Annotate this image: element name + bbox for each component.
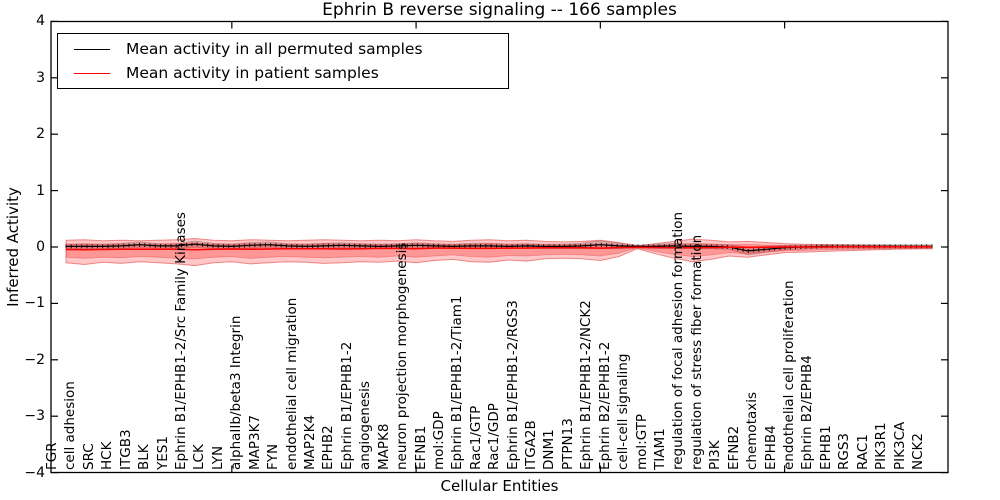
x-tick-label: regulation of stress fiber formation xyxy=(688,234,705,470)
x-tick-label: PI3K xyxy=(707,440,724,470)
x-tick-label: PTPN13 xyxy=(559,418,576,470)
x-tick-label: MAP2K4 xyxy=(301,414,318,470)
x-tick-label: MAPK8 xyxy=(375,423,392,470)
y-tick-label: 0 xyxy=(36,239,45,255)
x-tick-label: RAC1 xyxy=(854,434,871,470)
x-tick-label: Ephrin B2/EPHB4 xyxy=(799,355,816,470)
x-tick-label: HCK xyxy=(99,441,116,470)
x-tick-label: FGR xyxy=(44,442,60,470)
x-tick-label: ITGB3 xyxy=(117,429,134,470)
x-tick-label: mol:GDP xyxy=(430,411,447,470)
y-tick-label: −3 xyxy=(24,408,45,425)
x-tick-label: mol:GTP xyxy=(633,413,650,470)
x-tick-label: EPHB4 xyxy=(762,425,779,470)
x-tick-label: Ephrin B1/EPHB1-2/Src Family Kinases xyxy=(172,212,189,470)
x-tick-label: DNM1 xyxy=(541,429,558,470)
legend-label-permuted: Mean activity in all permuted samples xyxy=(126,40,423,58)
x-tick-label: EFNB2 xyxy=(725,425,742,470)
x-tick-label: MAP3K7 xyxy=(246,414,263,470)
x-tick-label: endothelial cell proliferation xyxy=(781,280,798,470)
x-tick-label: Ephrin B1/EPHB1-2/Tiam1 xyxy=(449,295,466,470)
x-tick-label: regulation of focal adhesion formation xyxy=(670,211,687,470)
x-tick-label: YES1 xyxy=(154,436,171,470)
x-tick-label: BLK xyxy=(136,444,153,470)
x-tick-label: Rac1/GDP xyxy=(486,403,503,470)
chart-title: Ephrin B reverse signaling -- 166 sample… xyxy=(322,0,677,20)
x-tick-label: FYN xyxy=(265,443,282,470)
x-tick-label: chemotaxis xyxy=(744,391,761,470)
x-tick-label: NCK2 xyxy=(910,433,926,470)
x-axis-title: Cellular Entities xyxy=(440,477,559,495)
y-tick-label: −1 xyxy=(24,295,45,312)
y-tick-label: 2 xyxy=(36,126,45,143)
y-tick-label: 4 xyxy=(36,13,45,30)
x-tick-label: cell-cell signaling xyxy=(615,353,632,470)
y-tick-label: 1 xyxy=(36,182,45,199)
x-tick-label: cell adhesion xyxy=(62,381,79,470)
y-tick-label: −4 xyxy=(24,464,45,481)
x-tick-label: Ephrin B1/EPHB1-2/NCK2 xyxy=(578,300,595,470)
x-tick-label: EPHB1 xyxy=(817,425,834,470)
legend-label-patient: Mean activity in patient samples xyxy=(126,64,379,82)
x-tick-label: alphaIIb/beta3 Integrin xyxy=(228,315,245,470)
x-tick-label: angiogenesis xyxy=(357,381,374,470)
x-tick-label: Rac1/GTP xyxy=(467,405,484,470)
x-tick-label: PIK3CA xyxy=(891,421,908,470)
x-tick-label: EPHB2 xyxy=(320,425,337,470)
x-tick-label: Ephrin B1/EPHB1-2/RGS3 xyxy=(504,300,521,470)
legend-line-permuted-icon xyxy=(74,48,110,50)
x-tick-label: ITGA2B xyxy=(523,420,540,470)
legend: Mean activity in all permuted samples Me… xyxy=(57,33,509,89)
x-tick-label: Ephrin B1/EPHB1-2 xyxy=(338,341,355,470)
y-axis-title: Inferred Activity xyxy=(4,187,22,307)
x-tick-label: Ephrin B2/EPHB1-2 xyxy=(596,341,613,470)
legend-item-permuted: Mean activity in all permuted samples xyxy=(58,40,508,58)
patient-mean-line xyxy=(65,245,932,251)
y-tick-label: −2 xyxy=(24,351,45,368)
x-tick-label: RGS3 xyxy=(836,433,853,470)
x-tick-label: EFNB1 xyxy=(412,425,429,470)
x-tick-label: LYN xyxy=(209,445,226,470)
x-tick-label: LCK xyxy=(191,444,208,470)
x-tick-label: TIAM1 xyxy=(652,428,669,470)
y-tick-label: 3 xyxy=(36,69,45,86)
x-tick-label: neuron projection morphogenesis xyxy=(394,242,411,470)
x-tick-label: endothelial cell migration xyxy=(283,297,300,470)
x-tick-label: SRC xyxy=(80,443,97,470)
legend-item-patient: Mean activity in patient samples xyxy=(58,64,508,82)
legend-line-patient-icon xyxy=(74,72,110,74)
x-tick-label: PIK3R1 xyxy=(873,422,890,470)
